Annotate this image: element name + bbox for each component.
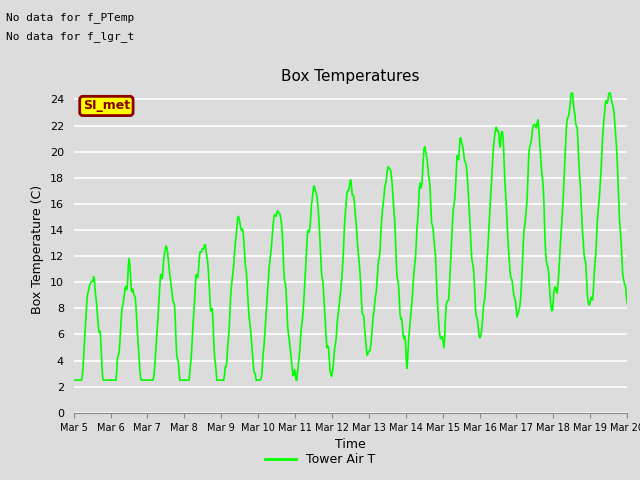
Title: Box Temperatures: Box Temperatures <box>281 69 420 84</box>
Text: No data for f_lgr_t: No data for f_lgr_t <box>6 31 134 42</box>
Legend: Tower Air T: Tower Air T <box>260 448 380 471</box>
Text: SI_met: SI_met <box>83 99 130 112</box>
X-axis label: Time: Time <box>335 438 366 451</box>
Y-axis label: Box Temperature (C): Box Temperature (C) <box>31 185 44 314</box>
Text: No data for f_PTemp: No data for f_PTemp <box>6 12 134 23</box>
